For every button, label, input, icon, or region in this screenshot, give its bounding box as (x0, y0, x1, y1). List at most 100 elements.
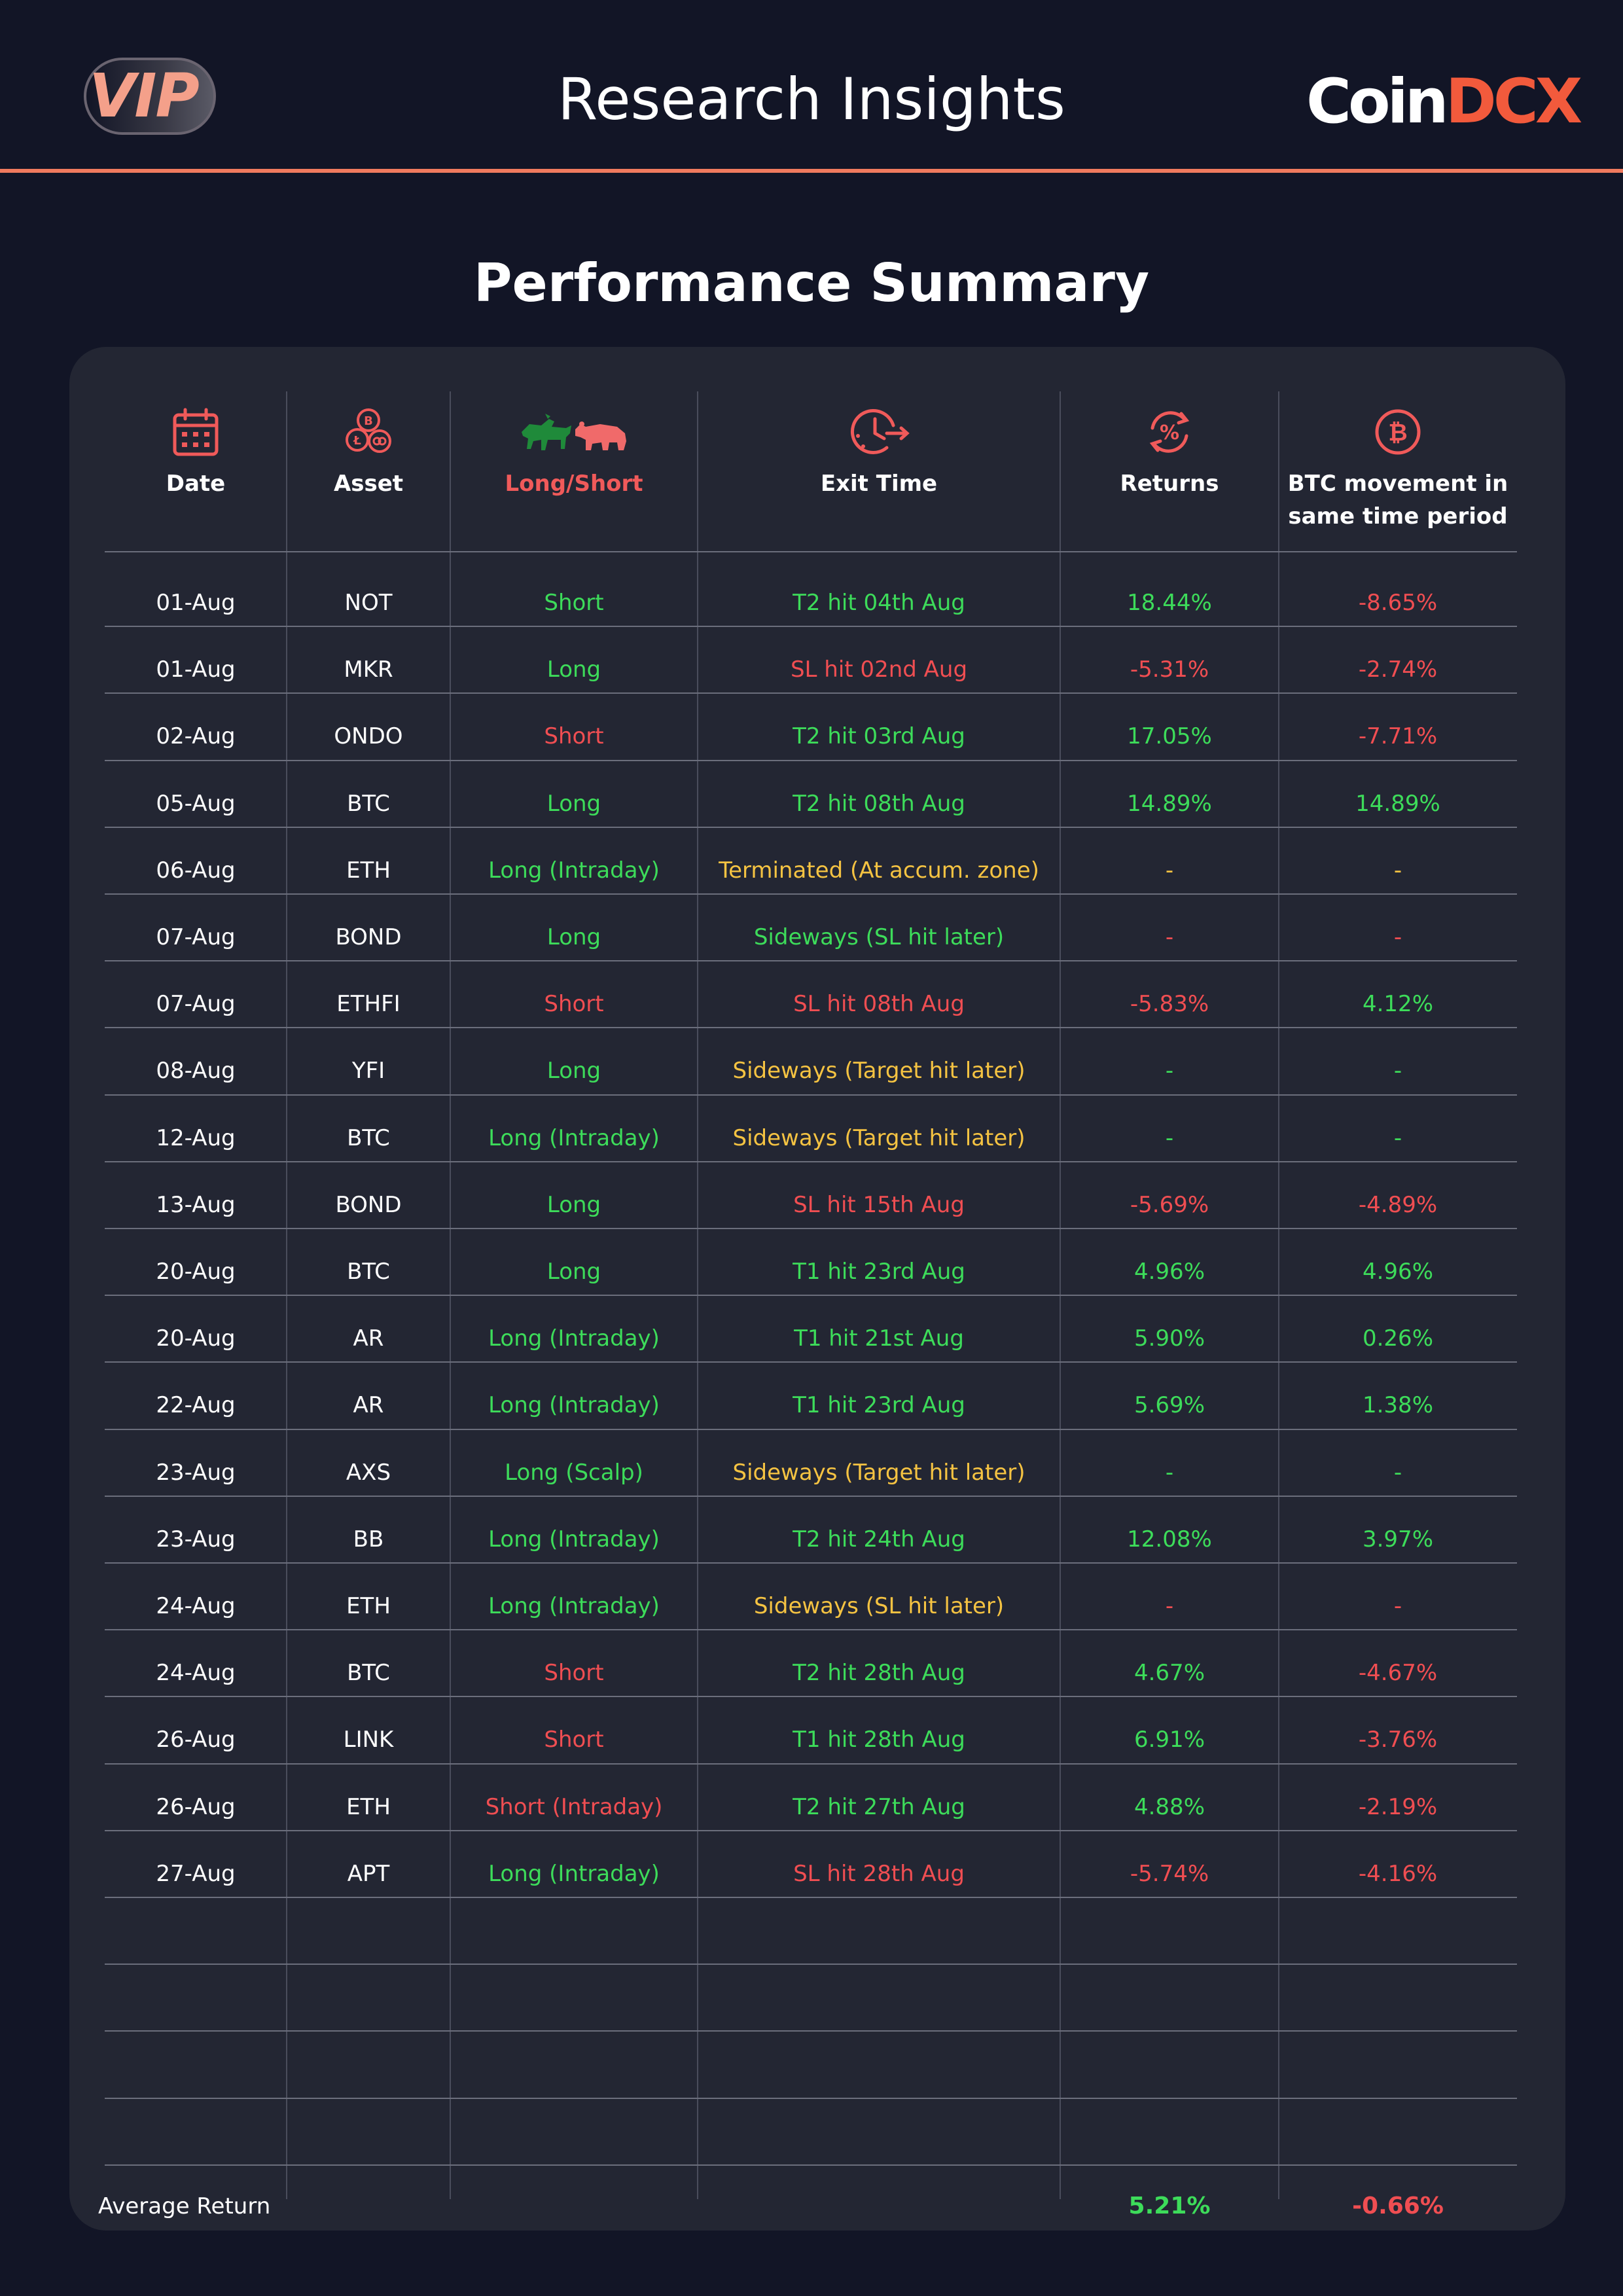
asset-cell: NOT (344, 590, 393, 616)
direction-cell: Long (546, 656, 601, 683)
date-cell: 22-Aug (156, 1392, 236, 1419)
returns-cell: 12.08% (1127, 1526, 1212, 1552)
row-divider (105, 1562, 1517, 1564)
table-row: 26-Aug ETH Short (Intraday) T2 hit 27th Aug… (105, 1774, 1517, 1840)
row-divider (105, 1830, 1517, 1831)
table-row: 27-Aug APT Long (Intraday) SL hit 28th Aug -… (105, 1840, 1517, 1907)
exit-time-cell: T2 hit 28th Aug (793, 1660, 965, 1687)
returns-cell: 6.91% (1133, 1727, 1205, 1753)
returns-cell: 5.69% (1133, 1392, 1205, 1419)
btc-movement-cell: -8.65% (1358, 590, 1438, 616)
table-row: 20-Aug AR Long (Intraday) T1 hit 21st Aug 5.… (105, 1305, 1517, 1372)
asset-cell: BTC (347, 1259, 390, 1285)
direction-cell: Long (Intraday) (488, 1124, 660, 1151)
btc-movement-cell: -4.16% (1358, 1860, 1438, 1887)
row-divider (105, 1361, 1517, 1363)
btc-movement-cell: - (1393, 924, 1402, 950)
brand-logo: CoinDCX (1306, 63, 1582, 141)
direction-cell: Long (546, 1191, 601, 1218)
row-divider (105, 1629, 1517, 1630)
date-cell: 02-Aug (156, 723, 236, 750)
row-divider (105, 1161, 1517, 1162)
asset-cell: BTC (347, 1660, 390, 1687)
table-row: 01-Aug NOT Short T2 hit 04th Aug 18.44% -8.65… (105, 569, 1517, 636)
date-cell: 26-Aug (156, 1793, 236, 1820)
direction-cell: Long (Intraday) (488, 1860, 660, 1887)
date-cell: 07-Aug (156, 924, 236, 950)
row-divider (105, 960, 1517, 961)
column-header-date: Date (105, 391, 287, 551)
date-cell: 07-Aug (156, 991, 236, 1018)
date-cell: 01-Aug (156, 656, 236, 683)
exit-time-cell: T2 hit 24th Aug (793, 1526, 965, 1552)
date-cell: 24-Aug (156, 1660, 236, 1687)
returns-cell: - (1165, 1593, 1174, 1619)
asset-cell: BOND (335, 924, 402, 950)
date-cell: 23-Aug (156, 1526, 236, 1552)
direction-cell: Long (546, 1259, 601, 1285)
exit-time-cell: T2 hit 27th Aug (793, 1793, 965, 1820)
svg-text:Ł: Ł (353, 434, 361, 448)
table-row: 22-Aug AR Long (Intraday) T1 hit 23rd Aug 5.… (105, 1372, 1517, 1439)
row-divider (105, 1027, 1517, 1028)
direction-cell: Long (Intraday) (488, 1325, 660, 1352)
column-header-direction: Long/Short (450, 391, 698, 551)
row-divider (105, 1228, 1517, 1229)
returns-cell: - (1165, 857, 1174, 884)
column-header-returns-label: Returns (1120, 471, 1219, 497)
returns-cell: - (1165, 924, 1174, 950)
date-cell: 12-Aug (156, 1124, 236, 1151)
svg-text:%: % (1160, 422, 1179, 444)
performance-table-card (69, 347, 1565, 2231)
row-divider (105, 1496, 1517, 1497)
date-cell: 24-Aug (156, 1593, 236, 1619)
btc-movement-cell: 4.12% (1362, 991, 1433, 1018)
page-header: VIP Research Insights CoinDCX (0, 0, 1623, 171)
asset-cell: ONDO (334, 723, 403, 750)
asset-cell: ETH (346, 1593, 391, 1619)
date-cell: 08-Aug (156, 1058, 236, 1085)
average-return-label: Average Return (98, 2193, 271, 2219)
direction-cell: Long (Intraday) (488, 1392, 660, 1419)
date-cell: 13-Aug (156, 1191, 236, 1218)
exit-time-cell: Sideways (Target hit later) (732, 1459, 1026, 1486)
table-row: 02-Aug ONDO Short T2 hit 03rd Aug 17.05% -7.7… (105, 703, 1517, 770)
date-cell: 01-Aug (156, 590, 236, 616)
asset-cell: BTC (347, 790, 390, 817)
table-row: 05-Aug BTC Long T2 hit 08th Aug 14.89% 14.89% (105, 770, 1517, 837)
svg-text:B: B (364, 414, 373, 428)
asset-cell: MKR (344, 656, 393, 683)
btc-movement-cell: -4.67% (1358, 1660, 1438, 1687)
returns-cell: 4.96% (1133, 1259, 1205, 1285)
direction-cell: Long (546, 790, 601, 817)
returns-cell: 17.05% (1127, 723, 1212, 750)
column-header-btc-label-line1: BTC movement in (1287, 471, 1508, 497)
empty-row-divider (105, 2164, 1517, 2166)
returns-cell: -5.69% (1130, 1191, 1209, 1218)
exit-time-cell: Sideways (SL hit later) (753, 924, 1005, 950)
asset-cell: ETH (346, 1793, 391, 1820)
date-cell: 06-Aug (156, 857, 236, 884)
btc-movement-cell: 3.97% (1362, 1526, 1433, 1552)
exit-time-cell: SL hit 15th Aug (793, 1191, 965, 1218)
table-row: 01-Aug MKR Long SL hit 02nd Aug -5.31% -2.74% (105, 636, 1517, 703)
brand-logo-coin: Coin (1306, 66, 1449, 137)
average-return-value: 5.21% (1128, 2193, 1211, 2219)
asset-cell: AR (353, 1325, 384, 1352)
header-divider-line (105, 551, 1517, 552)
exit-time-cell: T1 hit 28th Aug (793, 1727, 965, 1753)
table-row: 07-Aug BOND Long Sideways (SL hit later) - - (105, 904, 1517, 971)
returns-cell: -5.83% (1130, 991, 1209, 1018)
date-cell: 05-Aug (156, 790, 236, 817)
row-divider (105, 626, 1517, 627)
row-divider (105, 1763, 1517, 1765)
row-divider (105, 760, 1517, 761)
exit-time-cell: T2 hit 08th Aug (793, 790, 965, 817)
exit-time-cell: Sideways (SL hit later) (753, 1593, 1005, 1619)
btc-movement-cell: - (1393, 857, 1402, 884)
asset-cell: BTC (347, 1124, 390, 1151)
column-header-returns: % Returns (1060, 391, 1279, 551)
btc-movement-cell: -2.19% (1358, 1793, 1438, 1820)
table-row: 08-Aug YFI Long Sideways (Target hit later)… (105, 1037, 1517, 1104)
returns-cell: 5.90% (1133, 1325, 1205, 1352)
